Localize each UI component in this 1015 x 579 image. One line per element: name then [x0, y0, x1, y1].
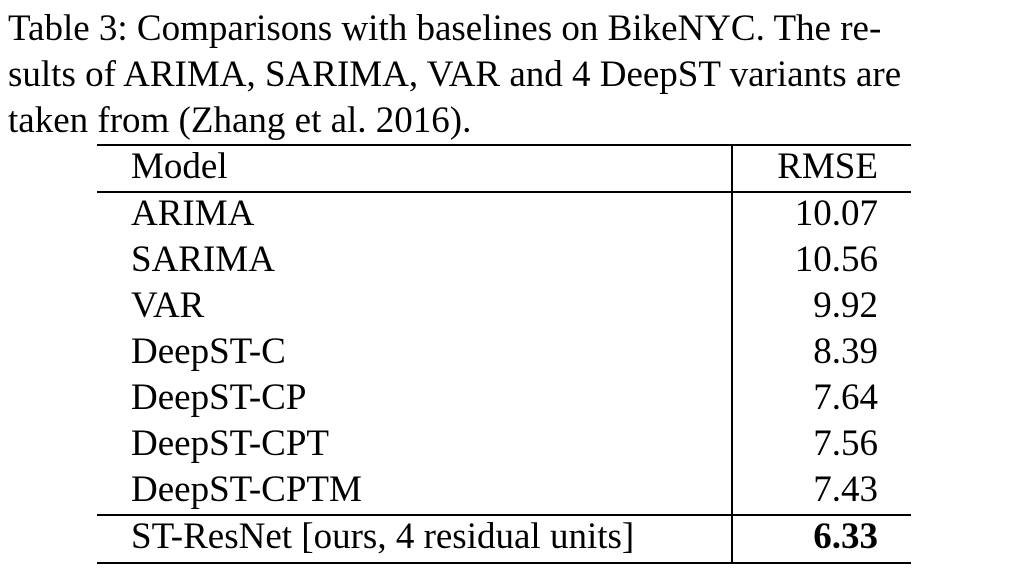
table-caption: Table 3: Comparisons with baselines on B…: [8, 6, 1008, 144]
row-model: SARIMA: [131, 239, 275, 280]
table-column-divider: [731, 144, 733, 563]
row-model: ARIMA: [131, 193, 255, 234]
row-rmse: 7.43: [813, 469, 878, 510]
row-model: VAR: [131, 285, 205, 326]
row-model: DeepST-CPT: [131, 423, 330, 464]
caption-line: taken from (Zhang et al. 2016).: [8, 100, 472, 141]
row-model: DeepST-CP: [131, 377, 307, 418]
table-ours-rule: [97, 514, 911, 516]
header-rmse: RMSE: [777, 146, 878, 187]
row-rmse: 9.92: [813, 285, 878, 326]
table-top-rule: [97, 144, 911, 146]
table-bottom-rule: [97, 562, 911, 564]
row-rmse: 10.56: [794, 239, 878, 280]
row-rmse: 7.64: [813, 377, 878, 418]
ours-model: ST-ResNet [ours, 4 residual units]: [131, 516, 635, 557]
ours-rmse: 6.33: [813, 516, 878, 557]
row-rmse: 7.56: [813, 423, 878, 464]
row-model: DeepST-CPTM: [131, 469, 362, 510]
row-rmse: 10.07: [794, 193, 878, 234]
caption-line: Table 3: Comparisons with baselines on B…: [8, 8, 882, 49]
row-model: DeepST-C: [131, 331, 286, 372]
row-rmse: 8.39: [813, 331, 878, 372]
caption-line: sults of ARIMA, SARIMA, VAR and 4 DeepST…: [8, 54, 902, 95]
table-header-rule: [97, 191, 911, 193]
header-model: Model: [131, 146, 228, 187]
